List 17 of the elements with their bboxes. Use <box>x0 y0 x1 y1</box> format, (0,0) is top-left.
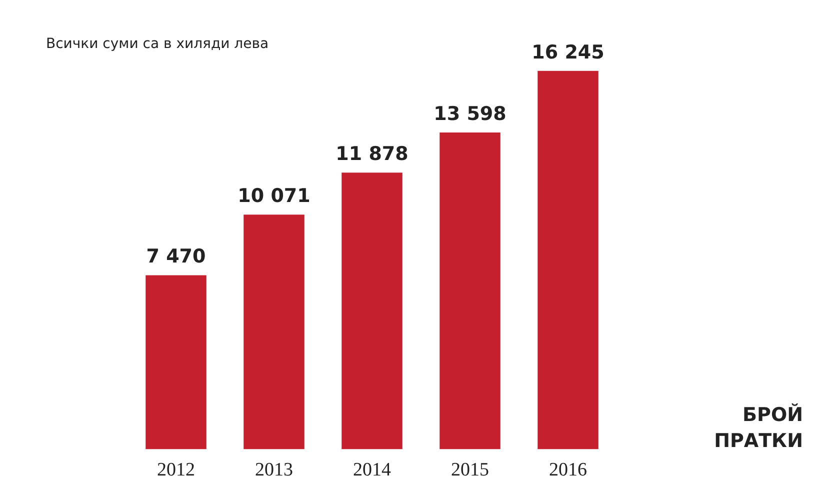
bar <box>342 172 402 450</box>
bar <box>244 214 304 450</box>
x-tick-label: 2014 <box>353 460 392 481</box>
data-label: 7 470 <box>146 246 206 268</box>
x-tick-label: 2013 <box>255 460 293 481</box>
bar <box>538 70 598 450</box>
data-label: 11 878 <box>336 143 408 166</box>
x-tick-label: 2016 <box>549 460 587 481</box>
x-tick-label: 2015 <box>451 460 489 481</box>
x-tick-label: 2012 <box>157 460 195 481</box>
text: Всички суми са в хиляди лева <box>46 36 269 52</box>
data-label: 13 598 <box>434 102 506 125</box>
data-label: 10 071 <box>238 185 310 208</box>
bar <box>440 132 500 450</box>
bar <box>146 275 206 450</box>
data-label: 16 245 <box>532 41 604 64</box>
text: БРОЙ ПРАТКИ <box>713 402 803 454</box>
